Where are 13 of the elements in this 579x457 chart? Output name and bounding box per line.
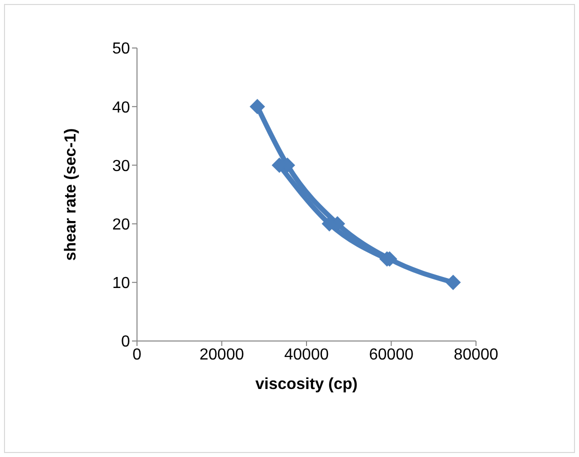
x-tick-label: 60000 [369, 346, 414, 364]
x-tick-label: 20000 [200, 346, 244, 364]
y-tick-label: 10 [112, 275, 130, 292]
y-tick-label: 40 [112, 99, 130, 116]
x-tick-label: 40000 [284, 346, 329, 364]
x-tick-label: 80000 [454, 346, 498, 364]
y-tick-label: 0 [121, 334, 130, 351]
y-tick-label: 50 [112, 40, 130, 58]
x-tick-label: 0 [132, 346, 142, 364]
y-tick-label: 20 [112, 216, 130, 234]
x-axis-title: viscosity (cp) [255, 376, 358, 393]
y-axis-title: shear rate (sec-1) [62, 128, 80, 261]
y-tick-label: 30 [112, 158, 130, 175]
